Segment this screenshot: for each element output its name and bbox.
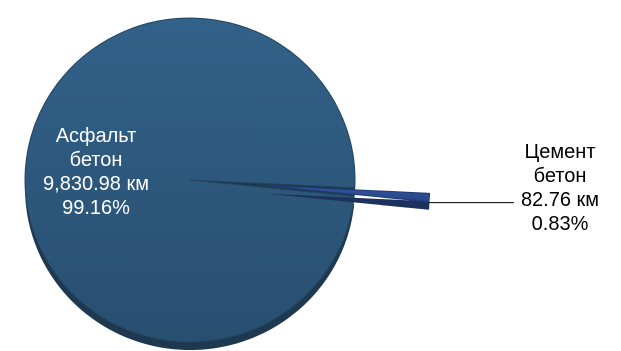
- pie-slice-group: [24, 17, 356, 351]
- pie-slice-side: [264, 193, 430, 210]
- slice-label-name: бетон: [70, 149, 123, 171]
- slice-label-name: бетон: [534, 165, 587, 187]
- pie-slice: [264, 185, 431, 203]
- slice-label-name: Асфальт: [56, 125, 137, 147]
- slice-label-percent: 0.83%: [532, 213, 589, 235]
- slice-label-value: 9,830.98 км: [43, 173, 149, 195]
- slice-label-value: 82.76 км: [521, 189, 599, 211]
- slice-label-name: Цемент: [525, 141, 596, 163]
- pie-slice: [24, 17, 356, 343]
- slice-label-percent: 99.16%: [62, 197, 130, 219]
- pie-slice-group: [264, 185, 431, 210]
